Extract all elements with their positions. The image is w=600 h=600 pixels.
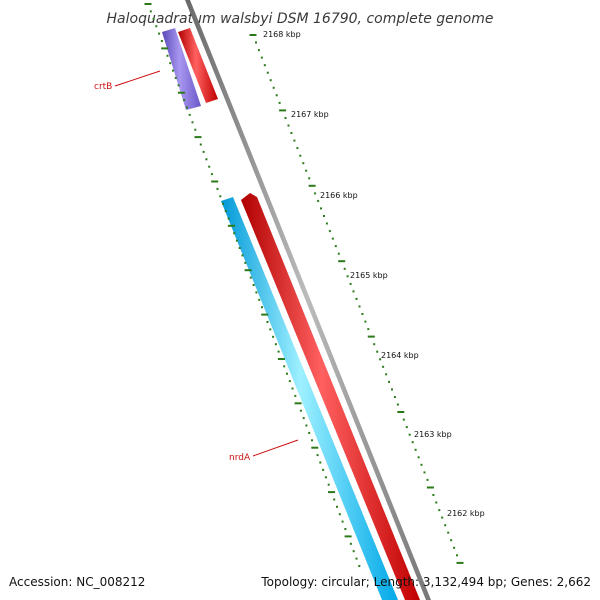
scale-label-2163: 2163 kbp	[414, 430, 452, 439]
accession-text: Accession: NC_008212	[9, 575, 145, 589]
scale-label-2168: 2168 kbp	[263, 30, 301, 39]
forward-cds-block-top	[178, 28, 218, 103]
crtB-gene-block	[162, 28, 201, 110]
scale-label-2162: 2162 kbp	[447, 509, 485, 518]
nrdA-label-line	[252, 439, 299, 457]
gene-label-crtB: crtB	[94, 82, 112, 92]
scale-label-2166: 2166 kbp	[320, 191, 358, 200]
scale-label-2167: 2167 kbp	[291, 110, 329, 119]
scale-ticks-inner	[144, 3, 361, 567]
scale-labels: 2168 kbp 2167 kbp 2166 kbp 2165 kbp 2164…	[263, 30, 485, 518]
genome-backbone	[185, 0, 431, 600]
crtB-label-line	[114, 70, 161, 87]
gene-label-nrdA: nrdA	[229, 453, 251, 463]
genome-summary-text: Topology: circular; Length: 3,132,494 bp…	[260, 575, 591, 589]
forward-cds-block-nrdA	[241, 193, 420, 600]
scale-label-2164: 2164 kbp	[381, 351, 419, 360]
nrdA-gene-block	[221, 197, 398, 600]
scale-label-2165: 2165 kbp	[350, 271, 388, 280]
genome-title: Haloquadratum walsbyi DSM 16790, complet…	[107, 11, 494, 27]
scale-ticks-outer	[249, 34, 464, 564]
